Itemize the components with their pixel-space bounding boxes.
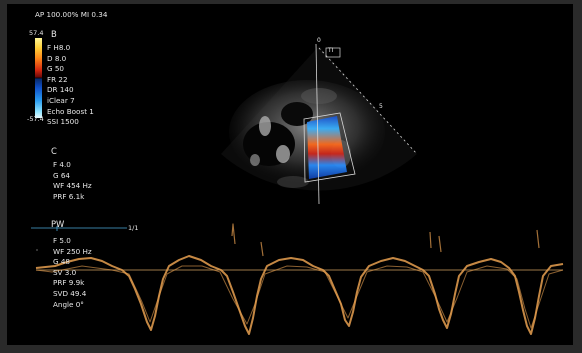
sector-depth-mid: 5 [379, 103, 383, 110]
c-mode-param: WF 454 Hz [53, 181, 92, 191]
b-mode-param: F H8.0 [47, 43, 71, 52]
pw-mode-param: Angle 0° [53, 299, 84, 309]
pw-mode-label: PW [51, 219, 65, 229]
b-mode-param: DR 140 [47, 85, 74, 95]
pw-mode-param: F 5.0 [53, 236, 71, 245]
c-mode-param: PRF 6.1k [53, 191, 85, 201]
pw-ratio: 1/1 [128, 224, 139, 232]
pw-mode-param: SV 3.0 [53, 267, 77, 277]
pw-mode-param: PRF 9.9k [53, 278, 85, 288]
b-mode-param: Echo Boost 1 [47, 106, 94, 116]
pw-mode-param: G 48 [53, 257, 71, 267]
c-mode-param: F 4.0 [53, 160, 71, 169]
pw-mode-param: WF 250 Hz [53, 246, 92, 256]
c-mode-label: C [51, 146, 57, 156]
color-doppler-box [303, 112, 356, 183]
sector-scale [315, 43, 418, 205]
ultrasound-image [31, 43, 564, 335]
ap-mi-readout: AP 100.00% MI 0.34 [35, 10, 108, 19]
b-mode-param: G 50 [47, 64, 65, 74]
ultrasound-screen: AP 100.00% MI 0.34 57.4 -57.4 B F H8.0 D… [7, 4, 573, 345]
pw-scale [31, 226, 563, 271]
color-scale-min: -57.4 [27, 115, 44, 123]
b-mode-param: iClear 7 [47, 96, 75, 105]
c-mode-param: G 64 [53, 170, 71, 180]
b-mode-param: FR 22 [47, 74, 68, 84]
color-scale-bar [35, 38, 42, 118]
color-scale-max: 57.4 [29, 29, 44, 37]
pw-mode-param: SVD 49.4 [53, 289, 87, 298]
b-mode-param: D 8.0 [47, 53, 67, 63]
b-mode-label: B [51, 29, 57, 39]
b-mode-param: SSI 1500 [47, 117, 79, 127]
sector-depth-top: 0 [317, 37, 321, 44]
pw-spectrum [35, 223, 564, 335]
sector-tag: TI [328, 48, 334, 54]
